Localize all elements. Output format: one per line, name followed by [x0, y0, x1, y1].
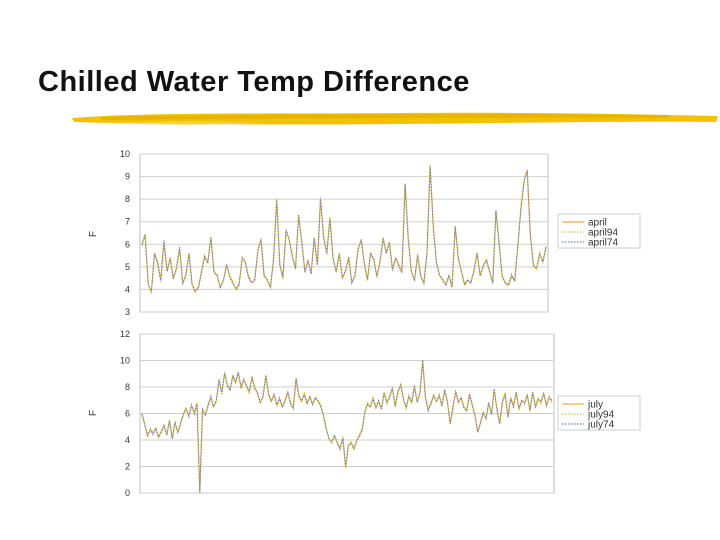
y-tick-label-4: 4	[125, 435, 130, 445]
legend-label-july74: july74	[587, 420, 615, 431]
legend-box-1	[557, 213, 641, 249]
y-tick-label-10: 10	[120, 149, 130, 159]
legend-label-july: july	[587, 400, 603, 411]
slide-title: Chilled Water Temp Difference	[38, 66, 470, 98]
legend-label-april74: april74	[588, 238, 618, 249]
series-line-july74	[141, 359, 553, 493]
y-tick-label-9: 9	[125, 172, 130, 182]
y-axis-label: F	[88, 410, 99, 416]
y-tick-label-7: 7	[125, 217, 130, 227]
title-underline-brush	[72, 112, 718, 125]
y-tick-label-8: 8	[125, 194, 130, 204]
legend-label-july94: july94	[587, 410, 615, 421]
y-tick-label-6: 6	[125, 409, 130, 419]
y-axis-label: F	[88, 231, 99, 237]
legend-label-april94: april94	[588, 228, 618, 239]
y-tick-label-12: 12	[120, 329, 130, 339]
plot-area-1	[139, 153, 549, 313]
y-tick-label-8: 8	[125, 382, 130, 392]
y-tick-label-6: 6	[125, 239, 130, 249]
y-tick-label-3: 3	[125, 307, 130, 317]
series-line-april74	[141, 166, 547, 293]
y-tick-label-5: 5	[125, 262, 130, 272]
y-tick-label-2: 2	[125, 462, 130, 472]
y-tick-label-4: 4	[125, 284, 130, 294]
y-tick-label-0: 0	[125, 488, 130, 498]
y-tick-label-10: 10	[120, 356, 130, 366]
legend-label-april: april	[588, 218, 607, 229]
